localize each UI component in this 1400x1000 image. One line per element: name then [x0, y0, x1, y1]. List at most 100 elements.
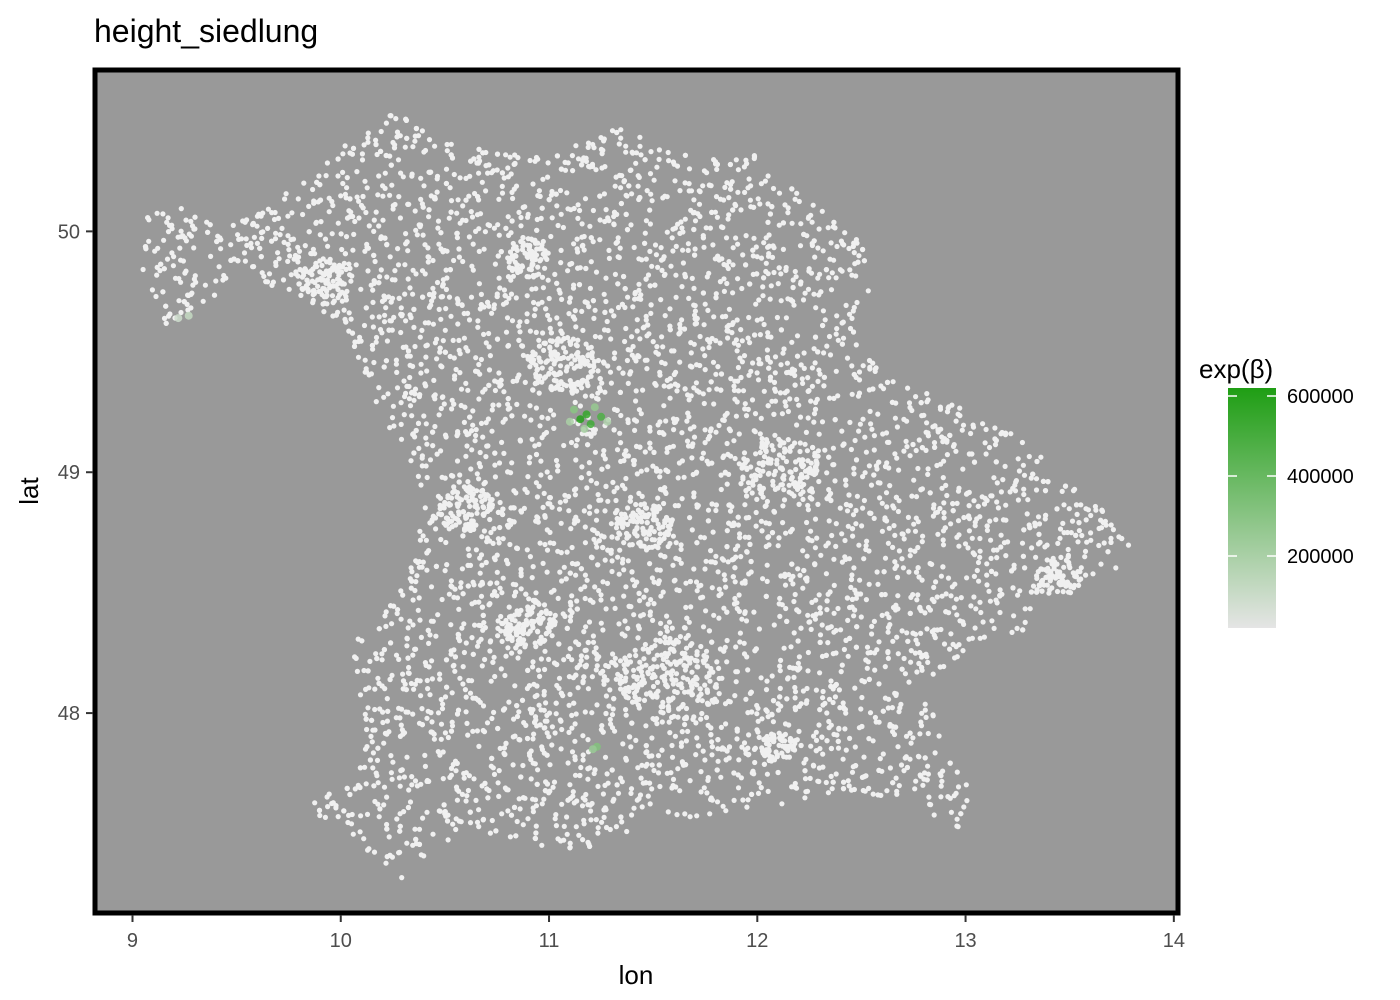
data-point — [295, 196, 301, 202]
data-point — [847, 325, 854, 332]
data-point — [837, 505, 843, 511]
data-point — [452, 668, 458, 674]
data-point — [761, 240, 767, 246]
data-point — [610, 596, 616, 602]
data-point — [487, 648, 493, 654]
data-point — [339, 246, 345, 253]
data-point — [412, 587, 418, 594]
data-point — [871, 472, 877, 478]
data-point — [827, 395, 833, 401]
data-point — [549, 742, 555, 748]
data-point — [770, 243, 776, 249]
data-point — [381, 647, 387, 653]
data-point — [954, 823, 960, 829]
data-point — [804, 685, 810, 692]
data-point — [733, 157, 739, 163]
data-point — [613, 662, 619, 668]
data-point — [651, 601, 657, 607]
data-point — [856, 428, 862, 434]
data-point — [778, 703, 784, 709]
data-point — [426, 291, 433, 298]
data-point — [339, 298, 345, 304]
data-point — [455, 321, 461, 327]
data-point — [674, 812, 680, 818]
data-point — [896, 783, 902, 789]
data-point — [708, 732, 714, 738]
data-point — [694, 652, 700, 658]
data-point — [560, 224, 567, 231]
data-point — [609, 128, 616, 134]
data-point — [869, 623, 875, 630]
data-point — [978, 609, 984, 616]
data-point — [492, 387, 498, 394]
data-point — [994, 499, 1000, 505]
data-point — [802, 290, 808, 296]
data-point — [426, 640, 432, 647]
data-point — [913, 394, 919, 400]
data-point — [411, 397, 417, 403]
data-point — [559, 726, 565, 733]
data-point — [754, 496, 760, 502]
data-point — [381, 364, 387, 370]
data-point — [602, 508, 608, 514]
data-point — [529, 436, 535, 442]
data-point — [584, 654, 590, 660]
data-point — [494, 569, 500, 575]
data-point — [918, 608, 924, 614]
data-point — [708, 379, 714, 385]
data-point — [1022, 606, 1028, 612]
data-point — [459, 791, 465, 798]
data-point — [691, 434, 698, 440]
data-point — [592, 449, 599, 455]
data-point — [424, 809, 430, 815]
data-point — [816, 722, 822, 728]
data-point — [458, 580, 464, 586]
data-point — [405, 248, 411, 254]
data-point — [595, 492, 601, 498]
data-point — [919, 445, 926, 451]
data-point — [817, 639, 823, 646]
data-point — [941, 436, 948, 442]
data-point — [890, 379, 896, 385]
data-point — [974, 567, 980, 574]
data-point — [724, 544, 730, 550]
data-point — [432, 194, 438, 200]
data-point — [601, 291, 607, 297]
data-point — [399, 875, 405, 881]
data-point — [686, 188, 692, 194]
data-point — [843, 501, 850, 508]
data-point — [562, 159, 568, 165]
data-point — [618, 775, 624, 781]
data-point — [791, 367, 798, 373]
data-point — [907, 547, 914, 553]
data-point — [272, 236, 279, 242]
data-point — [612, 655, 618, 661]
data-point — [477, 464, 483, 470]
data-point — [625, 625, 631, 632]
data-point — [409, 774, 415, 780]
data-point — [569, 560, 576, 567]
data-point — [898, 701, 904, 708]
data-point — [779, 801, 785, 807]
data-point — [603, 275, 609, 281]
data-point — [733, 235, 739, 241]
data-point — [554, 153, 561, 159]
data-point — [316, 173, 322, 179]
data-point — [376, 223, 382, 229]
data-point — [945, 575, 952, 581]
data-point — [814, 535, 820, 541]
data-point — [649, 575, 656, 581]
data-point — [1098, 561, 1104, 567]
data-point — [833, 543, 839, 550]
data-point — [747, 340, 753, 346]
data-point — [763, 543, 769, 550]
data-point — [499, 183, 505, 189]
data-point — [415, 133, 422, 139]
data-point — [909, 493, 915, 499]
data-point — [537, 540, 543, 546]
data-point — [343, 234, 350, 240]
data-point — [748, 558, 754, 565]
data-point — [710, 529, 716, 535]
data-point — [188, 218, 194, 224]
data-point — [544, 712, 550, 719]
